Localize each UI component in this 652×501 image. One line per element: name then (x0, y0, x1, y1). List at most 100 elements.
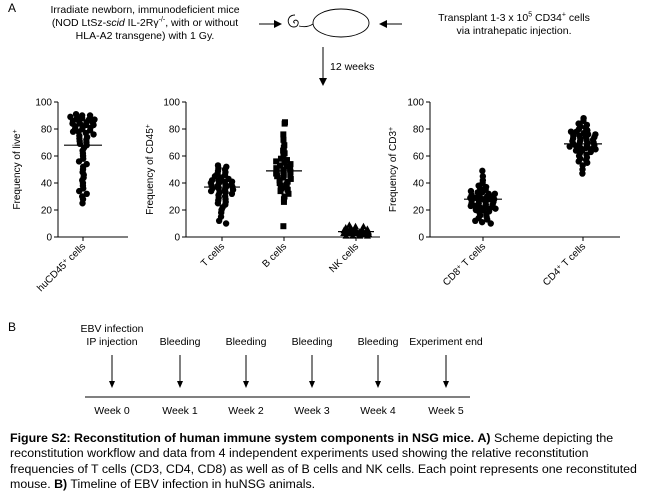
panel-a-label: A (8, 1, 17, 15)
timeline-event-label: Bleeding (130, 336, 230, 349)
data-point (287, 161, 294, 168)
data-point (280, 166, 287, 173)
y-tick-label: 100 (35, 98, 52, 109)
timeline-week-label: Week 4 (360, 405, 396, 417)
timeline-arrowhead (109, 381, 115, 388)
data-point (283, 163, 290, 170)
transplant-instruction: Transplant 1-3 x 105 CD34+ cells via int… (410, 12, 618, 38)
y-tick-label: 60 (413, 152, 425, 163)
caption-b-text: Timeline of EBV infection in huNSG anima… (70, 476, 316, 491)
timeline-week-label: Week 2 (228, 405, 264, 417)
data-point (78, 112, 86, 119)
weeks-label: 12 weeks (330, 61, 375, 73)
data-point (273, 158, 280, 165)
irradiate-instruction: Irradiate newborn, immunodeficient mice … (14, 4, 276, 43)
data-point (467, 187, 475, 195)
timeline-arrowhead (375, 381, 381, 388)
data-point (72, 110, 80, 118)
data-point (83, 160, 90, 168)
event-line-2: Experiment end (409, 336, 483, 348)
scheme-graphic (259, 8, 402, 86)
y-axis-label: Frequency of CD3+ (388, 127, 400, 212)
data-point (280, 171, 287, 178)
data-point (280, 131, 287, 138)
data-point (284, 178, 291, 185)
irradiate-line-1: Irradiate newborn, immunodeficient mice (50, 4, 240, 16)
data-point (283, 157, 290, 164)
y-tick-label: 80 (413, 125, 425, 136)
event-line-2: Bleeding (225, 336, 267, 348)
data-point (273, 165, 280, 172)
timeline-week-label: Week 0 (94, 405, 130, 417)
data-point (91, 116, 98, 123)
caption-title: Figure S2: Reconstitution of human immun… (10, 431, 475, 445)
caption-a-marker: A) (477, 431, 491, 445)
data-point (285, 190, 292, 197)
event-line-2: IP injection (86, 336, 138, 348)
y-tick-label: 0 (418, 233, 424, 244)
y-axis-label: Frequency of live+ (12, 129, 24, 209)
timeline-arrowhead (443, 381, 449, 388)
data-point (352, 222, 360, 230)
timeline-arrowhead (309, 381, 315, 388)
data-point (479, 167, 486, 175)
transplant-line-1: Transplant 1-3 x 105 CD34+ cells (438, 11, 590, 25)
caption-b-marker: B) (54, 476, 68, 491)
timeline-arrowhead (177, 381, 183, 388)
data-point (479, 173, 487, 180)
y-tick-label: 40 (413, 179, 425, 190)
y-tick-label: 80 (41, 125, 53, 136)
timeline-arrowhead (243, 381, 249, 388)
y-tick-label: 60 (169, 152, 181, 163)
y-tick-label: 100 (407, 98, 424, 109)
timeline-event-label: EBV infection IP injection (62, 323, 162, 349)
data-point (567, 128, 575, 135)
timeline-week-label: Week 5 (428, 405, 464, 417)
event-line-2: Bleeding (291, 336, 333, 348)
data-point (86, 112, 94, 119)
transplant-line-2: via intrahepatic injection. (456, 25, 572, 37)
data-point (342, 224, 350, 231)
data-point (83, 190, 90, 197)
y-tick-label: 40 (41, 179, 53, 190)
timeline-event-label: Experiment end (396, 336, 496, 349)
data-point (280, 136, 287, 143)
event-line-2: Bleeding (159, 336, 201, 348)
data-point (222, 220, 230, 227)
data-point (575, 120, 582, 127)
timeline-week-label: Week 1 (162, 405, 198, 417)
timeline-graphic (85, 355, 470, 398)
data-point (363, 225, 371, 232)
data-point (67, 113, 74, 121)
data-point (276, 162, 283, 169)
data-point (281, 193, 288, 200)
y-tick-label: 20 (169, 206, 181, 217)
panel-b-label: B (8, 320, 17, 334)
data-point (276, 177, 283, 184)
data-point (359, 222, 367, 230)
y-tick-label: 60 (41, 152, 53, 163)
figure-caption: Figure S2: Reconstitution of human immun… (10, 431, 646, 492)
event-line-2: Bleeding (357, 336, 399, 348)
data-point (592, 131, 599, 138)
data-point (345, 221, 353, 228)
data-point (287, 175, 294, 182)
data-point (280, 223, 287, 230)
data-point (223, 163, 230, 170)
y-tick-label: 20 (41, 206, 53, 217)
timeline-event-label: Bleeding (328, 336, 428, 349)
y-axis-label: Frequency of CD45+ (145, 124, 157, 215)
event-line-1: EBV infection (80, 323, 144, 335)
data-point (281, 142, 288, 149)
timeline-week-label: Week 3 (294, 405, 330, 417)
y-tick-label: 40 (169, 179, 181, 190)
data-point (580, 115, 587, 122)
y-tick-label: 0 (174, 233, 180, 244)
y-tick-label: 80 (169, 125, 181, 136)
y-tick-label: 20 (413, 206, 425, 217)
data-point (287, 166, 294, 173)
y-tick-label: 0 (46, 233, 52, 244)
data-point (281, 119, 288, 126)
